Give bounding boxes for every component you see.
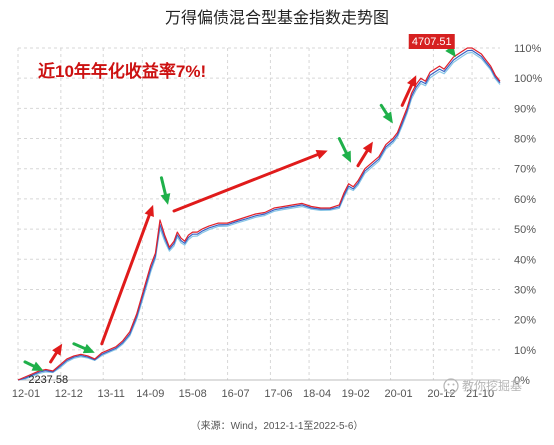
series-lines <box>17 47 501 381</box>
series-line-0 <box>17 47 501 381</box>
trend-arrow-shaft <box>159 176 167 196</box>
trend-arrow-shaft <box>172 153 319 213</box>
y-tick-label: 40% <box>514 254 536 266</box>
x-tick-label: 12-12 <box>55 388 83 400</box>
x-tick-label: 18-04 <box>303 388 331 400</box>
x-tick-label: 20-01 <box>384 388 412 400</box>
source-note: （来源：Wind，2012-1-1至2022-5-6） <box>191 419 364 432</box>
return-banner: 近10年年化收益率7%! <box>38 61 206 81</box>
trend-arrow-head <box>407 75 417 88</box>
trend-arrows <box>23 37 456 371</box>
series-line-1 <box>17 49 501 381</box>
trend-arrow-shaft <box>49 351 58 364</box>
x-tick-label: 19-02 <box>342 388 370 400</box>
wechat-icon-eye-right <box>452 383 455 386</box>
watermark-text: 教你挖掘基 <box>462 378 522 393</box>
trend-arrow-head <box>362 141 373 154</box>
y-tick-label: 80% <box>514 134 536 146</box>
x-tick-label: 16-07 <box>221 388 249 400</box>
x-tick-label: 13-11 <box>98 388 125 400</box>
y-tick-label: 100% <box>514 73 542 85</box>
trend-arrow-shaft <box>400 83 414 107</box>
x-tick-label: 21-10 <box>466 388 494 400</box>
trend-arrow-head <box>144 204 154 217</box>
trend-arrow-shaft <box>23 360 36 368</box>
start-value-label: 2237.58 <box>28 374 68 386</box>
y-tick-label: 60% <box>514 194 536 206</box>
y-axis-ticks: 0% 10% 20% 30% 40% 50% 60% 70% 80% 90% 100% 110% <box>514 43 542 387</box>
y-tick-label: 70% <box>514 164 536 176</box>
x-tick-label: 12-01 <box>12 388 40 400</box>
wechat-icon <box>443 378 459 394</box>
y-tick-label: 20% <box>514 315 536 327</box>
y-tick-label: 90% <box>514 103 536 115</box>
y-tick-label: 110% <box>514 43 542 55</box>
peak-value-label: 4707.51 <box>412 36 452 48</box>
y-tick-label: 0% <box>514 375 530 387</box>
trend-arrow-head <box>82 343 95 354</box>
x-axis-ticks: 12-01 12-12 13-11 14-09 15-08 16-07 17-06 18-04… <box>12 388 494 400</box>
peak-value-box <box>408 34 455 49</box>
trend-arrow-head <box>341 150 351 163</box>
trend-arrow-head <box>315 150 328 160</box>
gridlines <box>17 47 500 381</box>
trend-arrow-head <box>31 361 44 371</box>
x-tick-label: 17-06 <box>264 388 292 400</box>
x-tick-label: 14-09 <box>136 388 164 400</box>
chart-title: 万得偏债混合型基金指数走势图 <box>165 9 389 27</box>
y-tick-label: 50% <box>514 224 536 236</box>
trend-arrow-head <box>382 111 393 124</box>
trend-arrow-shaft <box>337 137 348 155</box>
x-tick-label: 20-12 <box>427 388 455 400</box>
trend-arrow-shaft <box>379 103 389 116</box>
trend-arrow-head <box>160 193 171 205</box>
trend-arrow-shaft <box>356 149 369 168</box>
value-annotations: 2237.58 4707.51 <box>28 34 455 386</box>
trend-arrow-head <box>52 343 63 356</box>
y-tick-label: 10% <box>514 345 536 357</box>
series-line-2 <box>17 51 501 381</box>
trend-arrow-shaft <box>72 342 87 350</box>
wechat-icon-eye-left <box>447 383 450 386</box>
trend-arrow-shaft <box>100 213 151 346</box>
y-tick-label: 30% <box>514 284 536 296</box>
x-tick-label: 15-08 <box>179 388 207 400</box>
watermark: 教你挖掘基 <box>443 378 522 394</box>
